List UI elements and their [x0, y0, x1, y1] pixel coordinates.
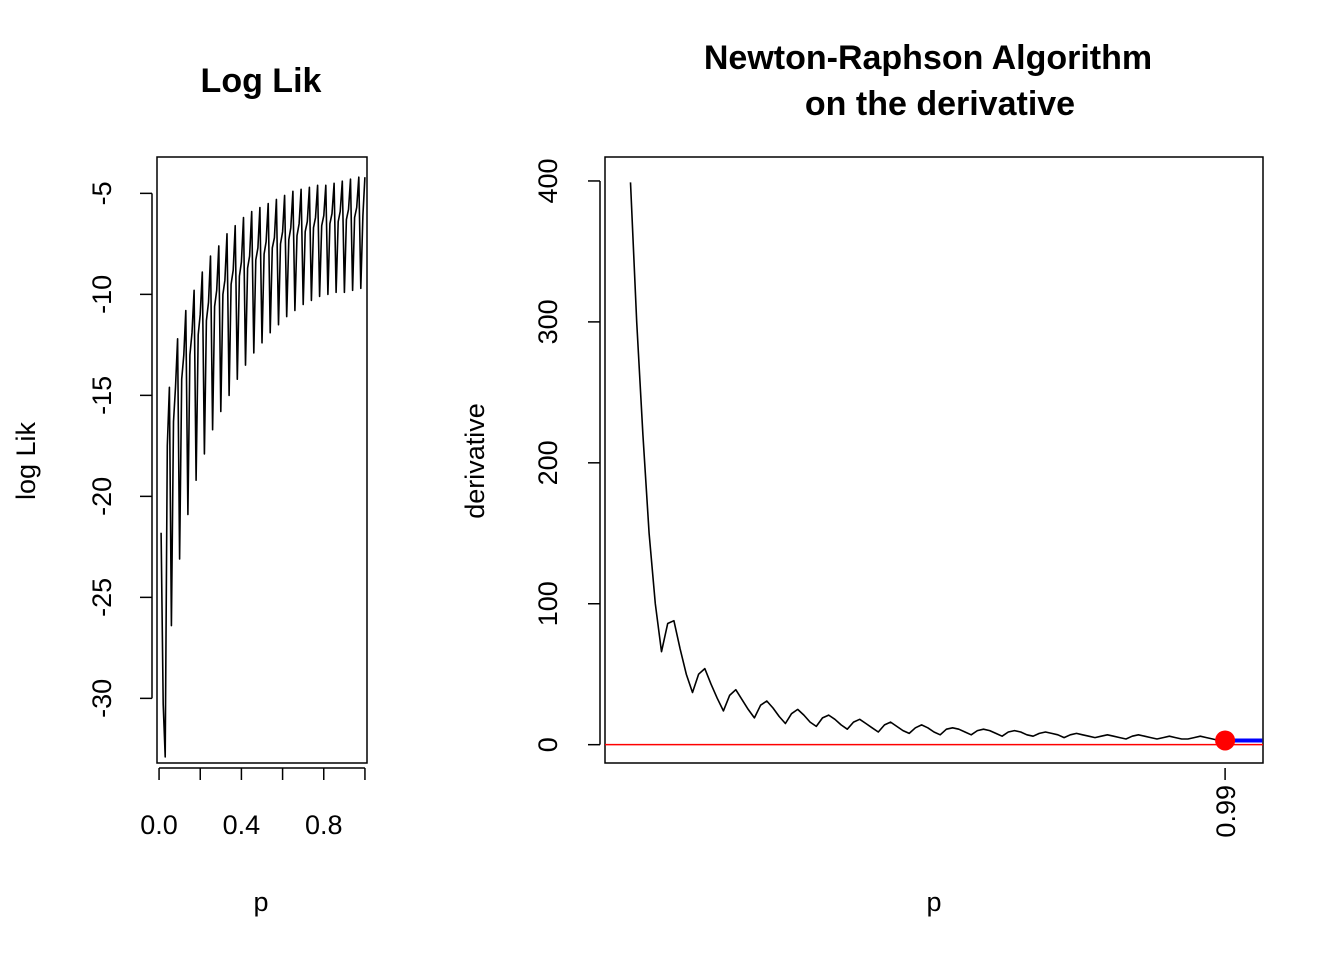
right-y-tick-label: 200	[533, 440, 563, 485]
left-x-tick-label: 0.0	[140, 810, 178, 840]
right-annotations	[1215, 730, 1263, 751]
right-chart-title-line-1: Newton-Raphson Algorithm	[704, 39, 1152, 77]
right-y-tick-label: 0	[533, 737, 563, 752]
left-y-tick-label: -30	[87, 679, 117, 718]
left-y-tick-label: -25	[87, 578, 117, 617]
right-x-axis-label: p	[926, 887, 941, 917]
newton-raphson-panel: Newton-Raphson Algorithm on the derivati…	[460, 39, 1264, 917]
left-x-tick-label: 0.4	[223, 810, 261, 840]
right-x-axis: 0.99	[1211, 768, 1241, 838]
left-x-axis: 0.0 0.4 0.8	[140, 767, 366, 840]
root-marker	[1215, 730, 1236, 751]
left-y-tick-label: -15	[87, 376, 117, 415]
left-x-axis-label: p	[253, 887, 268, 917]
right-series	[629, 182, 1226, 742]
right-chart-title-line-2: on the derivative	[805, 85, 1075, 123]
right-x-tick-label: 0.99	[1211, 785, 1241, 838]
right-series-line	[629, 182, 1226, 742]
left-series-line	[160, 176, 366, 758]
left-x-tick-label: 0.8	[305, 810, 343, 840]
right-y-axis: 0 100 200 300 400	[533, 158, 601, 752]
left-plot-frame	[156, 156, 368, 764]
left-chart-title: Log Lik	[201, 62, 322, 100]
right-y-tick-label: 100	[533, 581, 563, 626]
left-series	[160, 176, 366, 758]
left-y-tick-label: -20	[87, 477, 117, 516]
right-plot-frame	[604, 156, 1264, 764]
left-y-axis-label: log Lik	[11, 421, 41, 500]
right-y-axis-label: derivative	[460, 403, 490, 519]
right-y-tick-label: 400	[533, 158, 563, 203]
left-y-tick-label: -10	[87, 275, 117, 314]
right-y-tick-label: 300	[533, 299, 563, 344]
left-y-tick-label: -5	[87, 181, 117, 205]
log-lik-panel: Log Lik 0.0 0.4 0.8 -30 -25 -20 -15 -10 -5 p lo…	[11, 62, 368, 917]
left-y-axis: -30 -25 -20 -15 -10 -5	[87, 181, 153, 718]
